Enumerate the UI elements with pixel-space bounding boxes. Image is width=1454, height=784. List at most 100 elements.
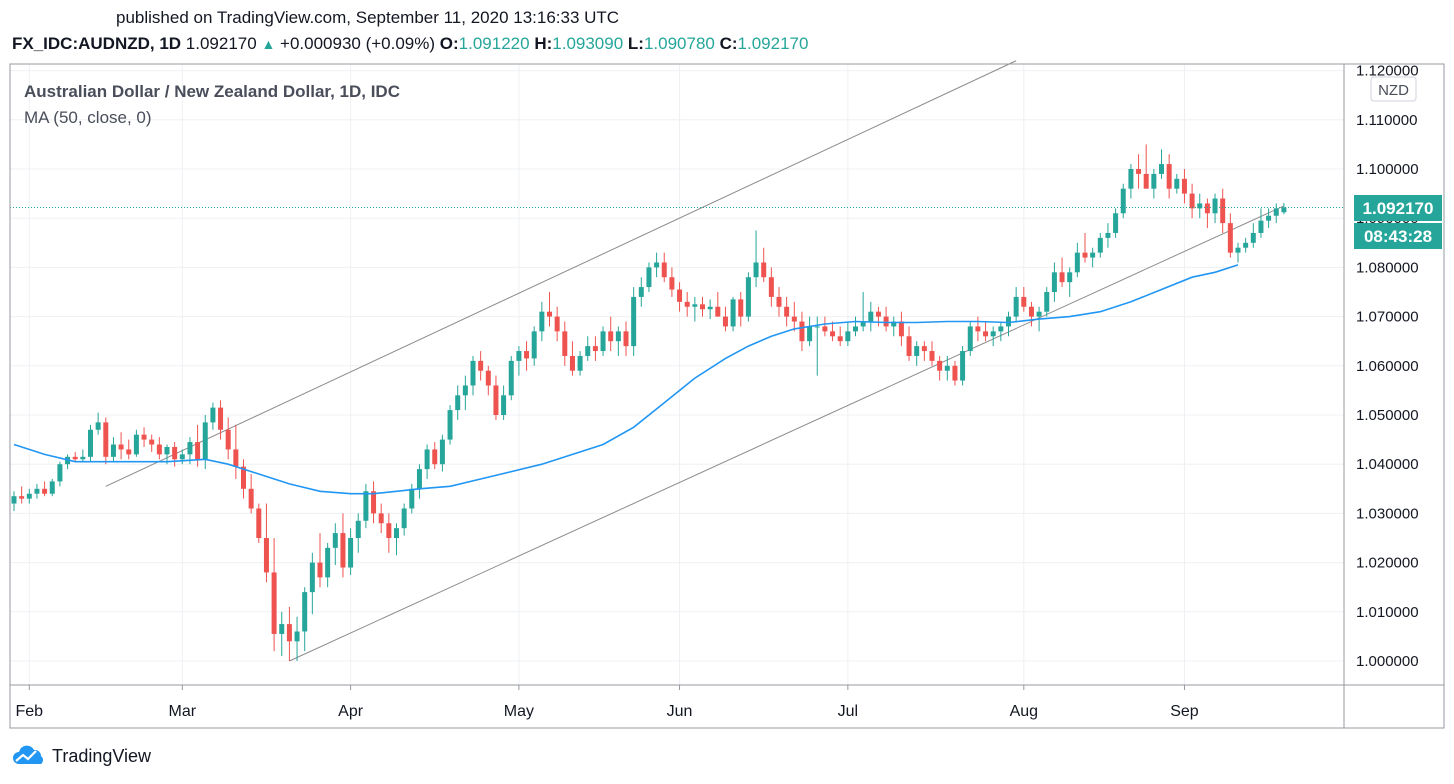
candle-body <box>837 336 843 342</box>
candle-body <box>722 316 728 327</box>
candle-body <box>141 434 147 440</box>
candle-body <box>1143 173 1149 189</box>
candle-body <box>1113 213 1119 233</box>
candle-body <box>1266 215 1272 221</box>
candle-body <box>585 346 591 356</box>
candle-body <box>309 562 315 593</box>
currency-label: NZD <box>1378 82 1409 99</box>
candle-body <box>95 422 101 430</box>
candle-body <box>1059 272 1065 283</box>
grid-lines <box>10 64 1344 685</box>
candle-body <box>761 262 767 278</box>
candle-body <box>248 488 254 509</box>
candle-body <box>470 360 476 386</box>
candle-body <box>730 299 736 327</box>
candle-body <box>853 326 858 332</box>
candle-body <box>508 360 514 396</box>
candle-body <box>1120 188 1126 214</box>
candle-body <box>1250 232 1256 243</box>
close-value: 1.092170 <box>737 34 809 53</box>
candle-body <box>233 449 239 467</box>
month-label: Apr <box>338 703 364 720</box>
candle-body <box>531 331 537 359</box>
candle-body <box>975 326 981 332</box>
candle-body <box>187 442 193 455</box>
candle-body <box>562 331 568 356</box>
candle-body <box>156 444 162 455</box>
candle-body <box>776 296 782 307</box>
candle-body <box>1235 247 1241 253</box>
candle-body <box>256 508 262 538</box>
price-tick-label: 1.110000 <box>1356 112 1417 129</box>
candle-body <box>768 277 774 297</box>
candle-body <box>485 370 491 386</box>
trend-channel-lines[interactable] <box>105 60 1285 662</box>
candle-body <box>692 304 698 307</box>
candle-body <box>447 410 453 440</box>
candle-body <box>493 385 499 415</box>
channel-line <box>105 60 1017 487</box>
candle-body <box>845 331 851 342</box>
candle-body <box>592 346 598 352</box>
price-axis[interactable]: 1.000000 1.010000 1.020000 1.030000 1.040000… <box>1356 63 1419 670</box>
candle-body <box>516 351 522 361</box>
candle-body <box>210 407 216 423</box>
symbol-info-line: FX_IDC:AUDNZD, 1D 1.092170 ▲ +0.000930 (… <box>12 34 808 54</box>
price-tick-label: 1.060000 <box>1356 358 1419 375</box>
candle-body <box>539 311 545 332</box>
symbol-label[interactable]: FX_IDC:AUDNZD, 1D <box>12 34 182 53</box>
legend-title: Australian Dollar / New Zealand Dollar, … <box>24 82 400 101</box>
chart-frame <box>9 63 1445 729</box>
candle-body <box>1128 169 1134 189</box>
candle-body <box>218 407 224 430</box>
month-label: Aug <box>1010 703 1038 720</box>
candle-body <box>738 299 744 317</box>
candle-body <box>1021 296 1027 307</box>
candle-body <box>409 488 415 509</box>
time-axis[interactable]: Feb Mar Apr May Jun Jul Aug Sep <box>16 685 1199 720</box>
candle-body <box>149 439 155 445</box>
candle-body <box>378 513 384 524</box>
candle-body <box>569 355 575 371</box>
candle-body <box>745 277 751 317</box>
candle-body <box>478 360 484 371</box>
candle-body <box>455 395 461 411</box>
candle-body <box>1189 193 1195 209</box>
candle-body <box>394 528 399 538</box>
candle-body <box>416 469 422 489</box>
candle-body <box>1151 173 1157 189</box>
candle-body <box>462 385 468 396</box>
candle-body <box>202 422 208 460</box>
candle-body <box>279 624 285 634</box>
open-label: O: <box>439 34 459 53</box>
candle-body <box>638 287 644 297</box>
candle-body <box>1090 252 1096 258</box>
candle-body <box>684 301 690 307</box>
candle-body <box>225 429 231 450</box>
candle-body <box>1051 272 1057 292</box>
candle-body <box>807 326 813 342</box>
tradingview-logo[interactable]: TradingView <box>10 744 151 768</box>
candle-body <box>1097 237 1103 253</box>
candle-body <box>868 311 874 322</box>
candle-body <box>1204 203 1210 214</box>
candle-body <box>325 547 331 578</box>
candle-body <box>600 331 606 352</box>
candle-body <box>646 267 652 288</box>
candle-body <box>1067 272 1073 283</box>
candle-body <box>57 464 63 482</box>
candle-body <box>1105 232 1111 238</box>
price-tick-label: 1.010000 <box>1356 604 1419 621</box>
candle-body <box>952 365 958 381</box>
candle-body <box>286 624 292 642</box>
price-tick-label: 1.050000 <box>1356 407 1419 424</box>
candle-body <box>439 439 445 465</box>
candle-body <box>1227 223 1233 253</box>
high-value: 1.093090 <box>552 34 624 53</box>
last-price: 1.092170 <box>185 34 257 53</box>
currency-badge: NZD <box>1370 76 1417 102</box>
candle-body <box>172 446 178 460</box>
candle-body <box>983 331 989 337</box>
candle-body <box>669 277 675 290</box>
